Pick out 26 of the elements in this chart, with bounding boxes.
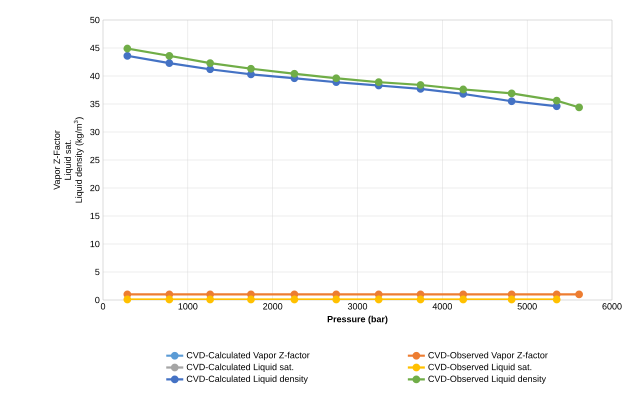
x-tick-label: 1000 [178, 303, 198, 310]
x-tick-label: 0 [100, 303, 106, 310]
y-tick-label: 0 [95, 296, 100, 304]
x-tick-label: 6000 [602, 303, 622, 310]
x-tick-label: 3000 [348, 303, 368, 310]
legend-label: CVD-Observed Liquid sat. [428, 364, 532, 372]
y-tick-label: 20 [90, 184, 100, 192]
y-tick-label: 15 [90, 212, 100, 220]
x-tick-label: 2000 [263, 303, 282, 310]
y-axis-title: Vapor Z-Factor Liquid sat. Liquid density (kg/m$^{3}$) [54, 117, 84, 203]
legend-label: CVD-Calculated Liquid sat. [186, 364, 294, 372]
y-tick-label: 40 [90, 72, 100, 80]
x-tick-label: 4000 [432, 303, 452, 310]
y-tick-label: 50 [90, 16, 100, 24]
y-tick-label: 45 [90, 44, 100, 52]
y-tick-label: 30 [90, 128, 100, 136]
y-tick-label: 10 [90, 240, 100, 248]
y-tick-label: 35 [90, 100, 100, 108]
legend-label: CVD-Observed Liquid density [428, 375, 546, 384]
y-tick-label: 5 [95, 268, 100, 276]
x-tick-label: 5000 [518, 303, 537, 310]
legend-label: CVD-Observed Vapor Z-factor [428, 352, 548, 360]
legend-label: CVD-Calculated Vapor Z-factor [186, 352, 310, 360]
legend-label: CVD-Calculated Liquid density [186, 375, 308, 384]
x-axis-title: Pressure (bar) [328, 316, 388, 324]
y-tick-label: 25 [90, 156, 100, 164]
